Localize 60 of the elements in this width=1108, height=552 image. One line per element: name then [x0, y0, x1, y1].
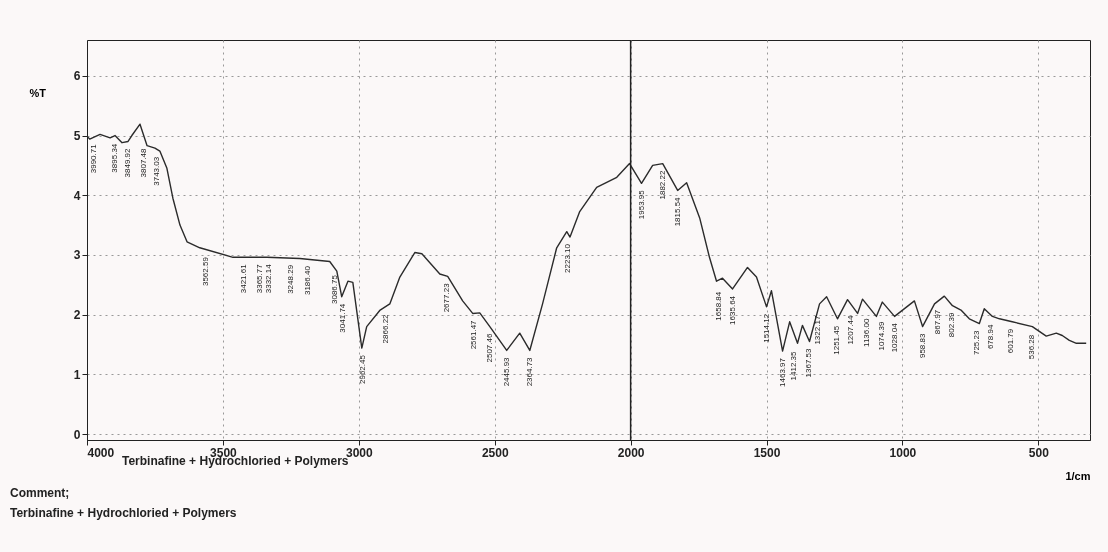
text: Terbinafine + Hydrochloried + Polymers — [10, 506, 237, 520]
x-tick-label: 500 — [1028, 445, 1050, 460]
annotation: 1815.54 — [672, 196, 682, 227]
annotation: 3421.61 — [239, 263, 249, 294]
y-tick-label: 3 — [73, 248, 81, 263]
annotation: 1882.22 — [657, 170, 667, 200]
annotation: 1322.17 — [813, 315, 823, 345]
annotation: 1953.95 — [636, 189, 646, 220]
y-tick-label: 6 — [73, 69, 81, 84]
annotation: 3332.14 — [263, 263, 273, 294]
annotation: 2223.10 — [563, 243, 573, 273]
y-tick-label: 1 — [73, 367, 81, 382]
annotation: 3849.92 — [123, 147, 133, 178]
annotation: 867.97 — [932, 309, 942, 335]
annotation: 536.28 — [1026, 334, 1036, 360]
annotation: 3990.71 — [88, 143, 98, 174]
annotation: 1514.12 — [761, 313, 771, 343]
annotation: 1635.64 — [727, 295, 737, 325]
annotation: 2445.93 — [501, 356, 511, 387]
annotation: 1136.00 — [862, 318, 872, 347]
annotation: 1074.39 — [877, 321, 887, 351]
x-tick-label: 1500 — [753, 445, 781, 460]
annotation: 3248.29 — [286, 264, 296, 294]
annotation: 3562.59 — [201, 256, 211, 287]
annotation: 958.83 — [917, 333, 927, 359]
annotation: 2561.47 — [469, 319, 479, 350]
annotation: 3041.74 — [337, 303, 347, 333]
y-axis-title: %T — [29, 86, 47, 99]
annotation: 2364.73 — [524, 356, 534, 387]
x-axis-title: 1/cm — [1065, 469, 1091, 482]
annotation: 725.23 — [972, 330, 982, 356]
annotation: 802.39 — [947, 312, 957, 338]
y-tick-label: 2 — [73, 308, 81, 323]
annotation: 2677.23 — [441, 282, 451, 313]
annotation: 1463.97 — [777, 357, 787, 387]
x-tick-label: 2000 — [617, 445, 645, 460]
x-tick-label: 2500 — [481, 445, 509, 460]
x-tick-label: 1000 — [889, 445, 917, 460]
y-tick-label: 4 — [73, 188, 81, 203]
y-tick-label: 0 — [73, 427, 81, 442]
annotation: 1367.53 — [804, 347, 814, 378]
annotation: 601.79 — [1006, 328, 1016, 354]
annotation: 2507.46 — [484, 333, 494, 363]
annotation: 2866.22 — [381, 313, 390, 344]
annotation: 1251.45 — [832, 325, 842, 355]
annotation: 1412.35 — [788, 350, 798, 381]
text: Comment; — [10, 486, 70, 500]
annotation: 1207.44 — [845, 315, 855, 345]
annotation: 1658.84 — [713, 291, 723, 321]
annotation: 3086.75 — [330, 274, 340, 304]
y-tick-label: 5 — [73, 129, 81, 144]
annotation: 1028.04 — [889, 322, 899, 353]
annotation: 3807.48 — [139, 147, 149, 178]
annotation: 3895.34 — [110, 143, 119, 173]
annotation: 3365.77 — [254, 263, 264, 294]
x-tick-label: 4000 — [87, 445, 115, 460]
annotation: 3743.03 — [151, 156, 161, 186]
annotation: 678.94 — [985, 324, 995, 350]
annotation: 3186.40 — [303, 265, 313, 296]
annotation: 2962.45 — [357, 354, 367, 384]
